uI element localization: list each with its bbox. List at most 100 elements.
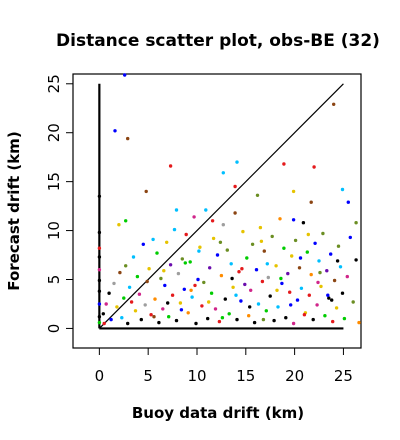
data-point [354, 221, 358, 225]
data-point [182, 287, 186, 291]
data-point [197, 249, 201, 253]
data-point [254, 268, 259, 272]
data-point [155, 251, 159, 255]
data-point [306, 232, 310, 237]
data-point [190, 295, 194, 299]
data-point [131, 255, 136, 259]
data-point [346, 200, 350, 204]
data-point [307, 293, 311, 297]
data-point [348, 235, 352, 240]
x-axis: 0 5 10 15 20 25 [95, 347, 353, 385]
data-point [127, 285, 132, 289]
data-point [220, 316, 225, 320]
data-point [309, 272, 313, 277]
data-point [233, 211, 237, 215]
data-point [274, 264, 278, 268]
data-point [295, 298, 300, 302]
data-point [157, 320, 161, 325]
data-point [237, 270, 241, 274]
data-point [256, 302, 261, 306]
data-point [170, 293, 175, 297]
data-point [145, 279, 149, 284]
data-point [235, 317, 239, 322]
data-point [335, 259, 340, 263]
data-point [137, 292, 142, 296]
data-point [147, 267, 151, 271]
data-point [97, 315, 102, 319]
data-point [268, 294, 272, 298]
data-point [336, 244, 341, 248]
data-point [124, 219, 128, 223]
y-tick-label: 15 [45, 172, 63, 191]
data-point [221, 171, 225, 175]
data-point [309, 200, 313, 204]
data-point [316, 280, 320, 285]
data-point [209, 291, 214, 295]
data-point [135, 274, 140, 279]
data-point [102, 321, 106, 326]
data-point [97, 255, 102, 259]
data-point [327, 296, 331, 300]
data-point [122, 296, 126, 300]
x-tick-label: 15 [236, 367, 255, 385]
data-point [245, 256, 249, 260]
data-point [117, 223, 121, 227]
data-point [178, 301, 183, 305]
y-axis: 0 5 10 15 20 25 [45, 74, 74, 333]
data-point [112, 281, 116, 286]
data-point [319, 284, 323, 289]
data-point [282, 246, 286, 250]
data-point [234, 293, 238, 297]
data-point [174, 318, 179, 323]
data-point [193, 283, 197, 288]
data-point [270, 234, 274, 239]
data-point [312, 165, 316, 169]
data-point [282, 162, 286, 166]
data-point [279, 276, 283, 281]
data-point [202, 280, 206, 285]
data-point [204, 208, 208, 212]
data-point [159, 276, 163, 281]
chart-title: Distance scatter plot, obs-BE (32) [56, 31, 380, 51]
data-point [210, 219, 215, 223]
data-point [189, 288, 193, 292]
data-point [338, 265, 343, 269]
data-point [284, 316, 288, 320]
y-axis-label: Forecast drift (km) [5, 131, 23, 290]
data-point [218, 240, 223, 244]
data-point [166, 301, 170, 305]
data-point [208, 266, 212, 270]
data-point [97, 230, 102, 235]
data-point [241, 229, 245, 234]
data-point [331, 319, 335, 324]
data-point [289, 303, 293, 307]
data-point [168, 263, 173, 267]
data-point [97, 320, 102, 325]
data-point [172, 227, 177, 232]
data-point [233, 184, 237, 189]
data-point [272, 318, 276, 323]
data-point [188, 260, 192, 264]
data-point [297, 266, 302, 270]
data-point [126, 321, 130, 326]
data-point [143, 303, 147, 307]
data-point [315, 303, 319, 307]
data-point [330, 298, 334, 302]
data-point [97, 246, 102, 250]
data-point [183, 261, 187, 265]
data-point [104, 302, 108, 306]
data-point [221, 223, 225, 227]
data-point [255, 193, 260, 197]
data-point [149, 313, 153, 317]
y-tick-label: 10 [45, 221, 63, 240]
data-point [109, 317, 113, 322]
y-tick-label: 5 [45, 275, 63, 285]
data-point [260, 279, 265, 284]
data-point [239, 299, 243, 303]
data-point [334, 306, 339, 310]
data-point [163, 283, 167, 288]
data-point [97, 278, 102, 283]
data-point [325, 269, 329, 273]
data-point [248, 305, 252, 309]
data-point [276, 305, 280, 309]
